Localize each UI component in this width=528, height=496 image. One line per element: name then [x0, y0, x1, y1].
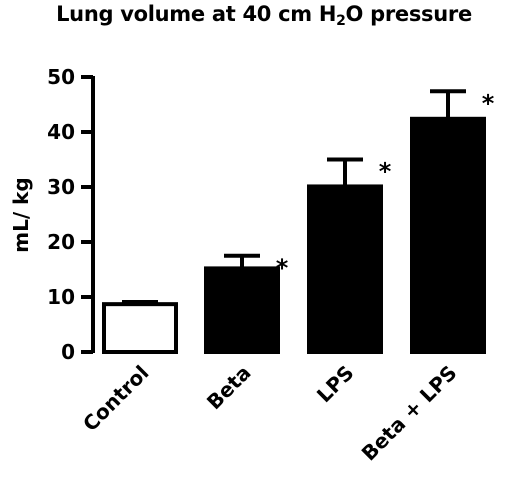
chart-title-subscript: 2 — [336, 13, 346, 29]
x-tick-label: Beta + LPS — [357, 361, 462, 466]
bar — [307, 184, 383, 354]
bar — [204, 266, 280, 354]
bar — [410, 116, 486, 354]
y-tick-label: 40 — [47, 120, 75, 144]
chart-title-suffix: O pressure — [345, 2, 473, 26]
y-tick-label: 0 — [61, 340, 75, 364]
significance-star: * — [276, 254, 289, 282]
significance-star: * — [482, 89, 495, 117]
significance-markers: * * * — [276, 89, 495, 281]
x-tick-label: LPS — [312, 361, 359, 408]
x-tick-label: Control — [78, 361, 153, 436]
chart-title: Lung volume at 40 cm H2O pressure — [0, 2, 528, 29]
y-tick-label: 20 — [47, 230, 75, 254]
y-tick-label: 30 — [47, 175, 75, 199]
y-tick-label: 10 — [47, 285, 75, 309]
y-axis: 0 10 20 30 40 50 — [47, 65, 95, 364]
chart-title-prefix: Lung volume at 40 cm H — [56, 2, 337, 26]
bar — [102, 302, 178, 354]
y-tick-label: 50 — [47, 65, 75, 89]
y-axis-label: mL/ kg — [9, 177, 33, 252]
significance-star: * — [379, 158, 392, 186]
x-tick-label: Beta — [202, 361, 256, 415]
error-bars — [122, 89, 466, 305]
bars — [102, 116, 486, 354]
